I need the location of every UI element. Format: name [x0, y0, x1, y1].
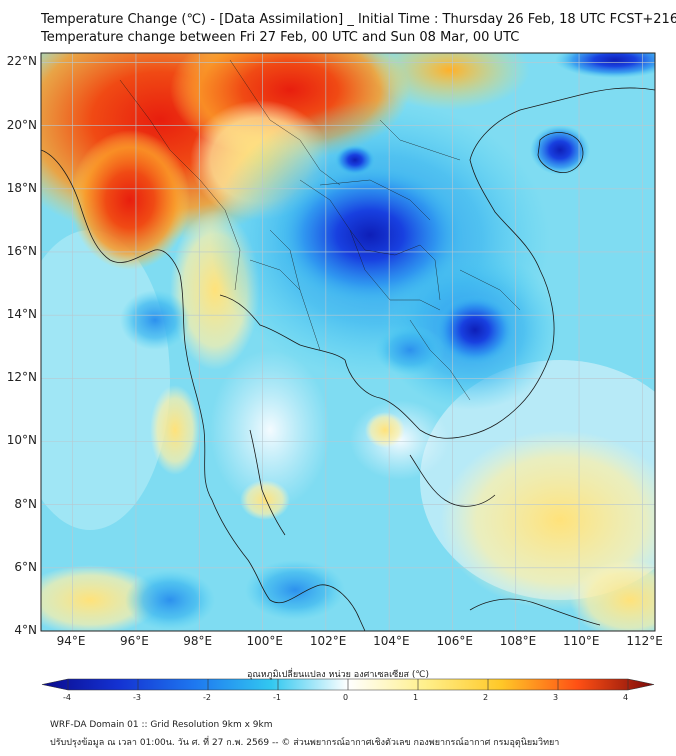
lat-label: 10°N: [6, 433, 37, 448]
colorbar: [41, 678, 655, 691]
admin-boundaries: [119, 59, 521, 401]
lat-label: 18°N: [6, 180, 37, 195]
footer-line-2: ปรับปรุงข้อมูล ณ เวลา 01:00น. วัน ศ. ที่…: [50, 738, 560, 748]
lon-label: 100°E: [246, 634, 284, 648]
lat-label: 14°N: [6, 307, 37, 322]
colorbar-title: อุณหภูมิเปลี่ยนแปลง หน่วย องศาเซลเซียส (…: [246, 670, 430, 680]
lon-label: 108°E: [499, 634, 537, 648]
lat-label: 12°N: [6, 370, 37, 385]
lon-label: 98°E: [183, 634, 213, 648]
colorbar-tick-label: 4: [623, 693, 629, 702]
lat-label: 16°N: [6, 243, 37, 258]
colorbar-tick-label: 1: [413, 693, 419, 702]
lon-label: 96°E: [119, 634, 149, 648]
colorbar-tick-label: -4: [63, 693, 71, 702]
lat-label: 8°N: [14, 496, 37, 511]
colorbar-tick-label: 2: [483, 693, 489, 702]
lon-label: 110°E: [563, 634, 600, 648]
title-line-2: Temperature change between Fri 27 Feb, 0…: [41, 30, 520, 45]
lon-label: 106°E: [436, 634, 473, 648]
lon-label: 112°E: [626, 634, 663, 648]
colorbar-tick-label: -3: [133, 693, 141, 702]
lon-label: 94°E: [56, 634, 86, 648]
temperature-change-map: [40, 52, 656, 691]
colorbar-tick-label: 0: [343, 693, 349, 702]
colorbar-tick-label: -1: [273, 693, 281, 702]
shaded-field: [41, 53, 655, 631]
lon-label: 102°E: [309, 634, 347, 648]
lat-label: 4°N: [14, 623, 37, 637]
lon-label: 104°E: [373, 634, 410, 648]
colorbar-tick-label: -2: [203, 693, 211, 702]
lat-label: 22°N: [6, 54, 37, 69]
lat-label: 20°N: [6, 117, 37, 132]
map-frame: [40, 52, 656, 632]
coastlines: [41, 87, 655, 631]
footer-line-1: WRF-DA Domain 01 :: Grid Resolution 9km …: [50, 720, 273, 730]
lat-label: 6°N: [14, 559, 37, 574]
colorbar-tick-label: 3: [553, 693, 559, 702]
graticule: [41, 53, 655, 631]
title-line-1: Temperature Change (℃) - [Data Assimilat…: [41, 12, 676, 27]
